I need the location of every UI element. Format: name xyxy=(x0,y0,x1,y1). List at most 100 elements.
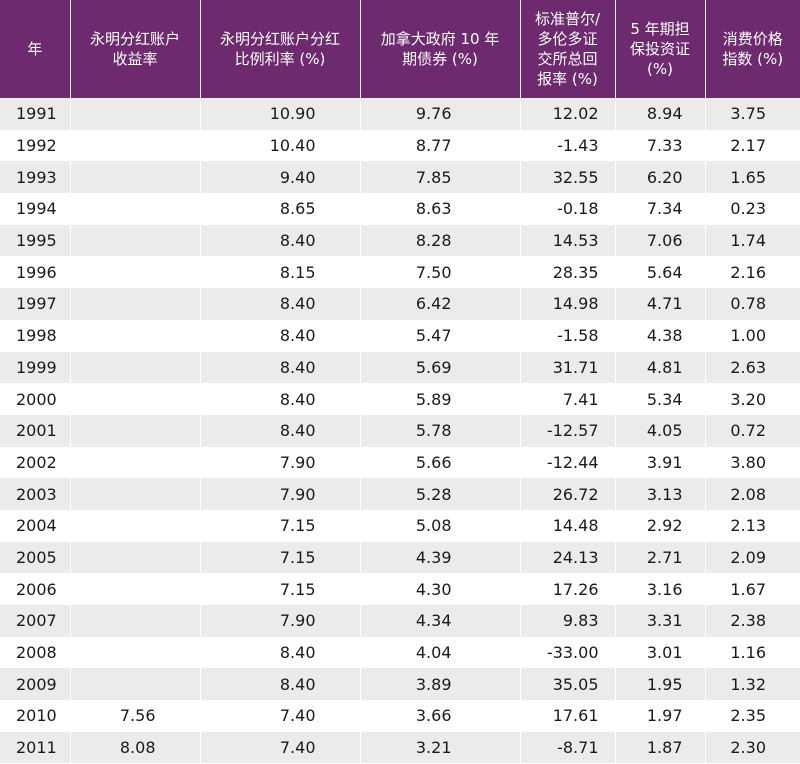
table-row: 2007 7.90 4.34 9.83 3.31 2.38 xyxy=(0,605,800,637)
year-cell: 2002 xyxy=(0,446,71,479)
gov-bond-cell: 3.89 xyxy=(360,668,521,701)
gic-cell: 4.38 xyxy=(615,319,706,352)
table-row: 1994 8.65 8.63 -0.18 7.34 0.23 xyxy=(0,193,800,225)
dividend-rate-cell: 8.40 xyxy=(200,414,361,447)
gic-cell: 3.31 xyxy=(615,605,706,637)
table-row: 2011 8.08 7.40 3.21 -8.71 1.87 2.30 xyxy=(0,731,800,764)
table-row: 1998 8.40 5.47 -1.58 4.38 1.00 xyxy=(0,319,800,352)
dividend-rate-cell: 10.40 xyxy=(200,129,361,162)
dividend-rate-cell: 9.40 xyxy=(200,161,361,194)
cpi-cell: 3.20 xyxy=(730,389,766,409)
table-row: 1999 8.40 5.69 31.71 4.81 2.63 xyxy=(0,351,800,384)
tsx-return-cell: 31.71 xyxy=(520,351,616,384)
year-cell: 2000 xyxy=(0,383,71,415)
account-yield-cell xyxy=(70,414,201,447)
dividend-rate-cell: 7.90 xyxy=(200,605,361,637)
dividend-rate-cell: 8.40 xyxy=(200,668,361,701)
tsx-return-cell: 14.98 xyxy=(520,288,616,320)
gic-cell: 5.64 xyxy=(615,256,706,289)
year-cell: 1992 xyxy=(0,129,71,162)
dividend-rate-cell: 7.90 xyxy=(200,446,361,479)
tsx-return-cell: 12.02 xyxy=(520,98,616,130)
tsx-return-cell: -12.57 xyxy=(520,414,616,447)
account-yield-cell xyxy=(70,573,201,605)
tsx-return-cell: 28.35 xyxy=(520,256,616,289)
year-cell: 1996 xyxy=(0,256,71,289)
header-year: 年 xyxy=(0,0,71,98)
account-yield-cell xyxy=(70,605,201,637)
gic-cell: 3.91 xyxy=(615,446,706,479)
tsx-return-cell: 26.72 xyxy=(520,478,616,510)
table-row: 2000 8.40 5.89 7.41 5.34 3.20 xyxy=(0,383,800,415)
tsx-return-cell: -8.71 xyxy=(520,731,616,764)
account-yield-cell xyxy=(70,224,201,257)
gic-cell: 8.94 xyxy=(615,98,706,130)
dividend-rate-cell: 8.65 xyxy=(200,193,361,225)
gic-cell: 3.01 xyxy=(615,636,706,669)
gov-bond-cell: 5.66 xyxy=(360,446,521,479)
year-cell: 2005 xyxy=(0,541,71,574)
tsx-return-cell: -0.18 xyxy=(520,193,616,225)
account-yield-cell xyxy=(70,541,201,574)
cpi-cell: 1.65 xyxy=(730,167,766,187)
cpi-cell: 1.00 xyxy=(730,326,766,346)
tsx-return-cell: -1.43 xyxy=(520,129,616,162)
account-yield-cell xyxy=(70,478,201,510)
dividend-rate-cell: 7.40 xyxy=(200,700,361,732)
cpi-cell: 0.72 xyxy=(730,421,766,441)
table-row: 1993 9.40 7.85 32.55 6.20 1.65 xyxy=(0,161,800,194)
year-cell: 2009 xyxy=(0,668,71,701)
year-cell: 2006 xyxy=(0,573,71,605)
gov-bond-cell: 3.21 xyxy=(360,731,521,764)
gic-cell: 7.34 xyxy=(615,193,706,225)
gov-bond-cell: 7.50 xyxy=(360,256,521,289)
year-cell: 2007 xyxy=(0,605,71,637)
header-tsx-total-return: 标准普尔/ 多伦多证 交所总回 报率 (%) xyxy=(520,0,616,98)
dividend-rate-cell: 7.15 xyxy=(200,573,361,605)
dividend-rate-cell: 8.40 xyxy=(200,383,361,415)
account-yield-cell xyxy=(70,129,201,162)
header-gic-5y: 5 年期担 保投资证 (%) xyxy=(615,0,706,98)
tsx-return-cell: 17.26 xyxy=(520,573,616,605)
dividend-rate-cell: 8.40 xyxy=(200,636,361,669)
gov-bond-cell: 5.47 xyxy=(360,319,521,352)
cpi-cell: 1.67 xyxy=(730,579,766,599)
cpi-cell: 1.16 xyxy=(730,643,766,663)
cpi-cell: 2.16 xyxy=(730,262,766,282)
tsx-return-cell: 32.55 xyxy=(520,161,616,194)
table-row: 1992 10.40 8.77 -1.43 7.33 2.17 xyxy=(0,129,800,162)
cpi-cell: 2.08 xyxy=(730,484,766,504)
tsx-return-cell: 14.53 xyxy=(520,224,616,257)
gic-cell: 1.87 xyxy=(615,731,706,764)
table-row: 2006 7.15 4.30 17.26 3.16 1.67 xyxy=(0,573,800,605)
dividend-rate-cell: 7.15 xyxy=(200,509,361,542)
cpi-cell: 0.78 xyxy=(730,294,766,314)
year-cell: 2004 xyxy=(0,509,71,542)
tsx-return-cell: 9.83 xyxy=(520,605,616,637)
header-cpi: 消费价格 指数 (%) xyxy=(722,30,784,68)
tsx-return-cell: 24.13 xyxy=(520,541,616,574)
gic-cell: 5.34 xyxy=(615,383,706,415)
dividend-rate-cell: 8.40 xyxy=(200,288,361,320)
year-cell: 2008 xyxy=(0,636,71,669)
gov-bond-cell: 5.69 xyxy=(360,351,521,384)
gov-bond-cell: 8.28 xyxy=(360,224,521,257)
gov-bond-cell: 3.66 xyxy=(360,700,521,732)
table-row: 1991 10.90 9.76 12.02 8.94 3.75 xyxy=(0,98,800,130)
cpi-cell: 2.17 xyxy=(730,136,766,156)
table-row: 2004 7.15 5.08 14.48 2.92 2.13 xyxy=(0,509,800,542)
gic-cell: 1.97 xyxy=(615,700,706,732)
dividend-rate-cell: 7.90 xyxy=(200,478,361,510)
gov-bond-cell: 4.30 xyxy=(360,573,521,605)
cpi-cell: 3.75 xyxy=(730,104,766,124)
account-yield-cell xyxy=(70,446,201,479)
table-row: 2008 8.40 4.04 -33.00 3.01 1.16 xyxy=(0,636,800,669)
year-cell: 1993 xyxy=(0,161,71,194)
gov-bond-cell: 7.85 xyxy=(360,161,521,194)
gov-bond-cell: 5.28 xyxy=(360,478,521,510)
account-yield-cell: 8.08 xyxy=(70,731,201,764)
cpi-cell: 2.35 xyxy=(730,706,766,726)
cpi-cell: 2.09 xyxy=(730,547,766,567)
tsx-return-cell: -33.00 xyxy=(520,636,616,669)
gov-bond-cell: 5.08 xyxy=(360,509,521,542)
